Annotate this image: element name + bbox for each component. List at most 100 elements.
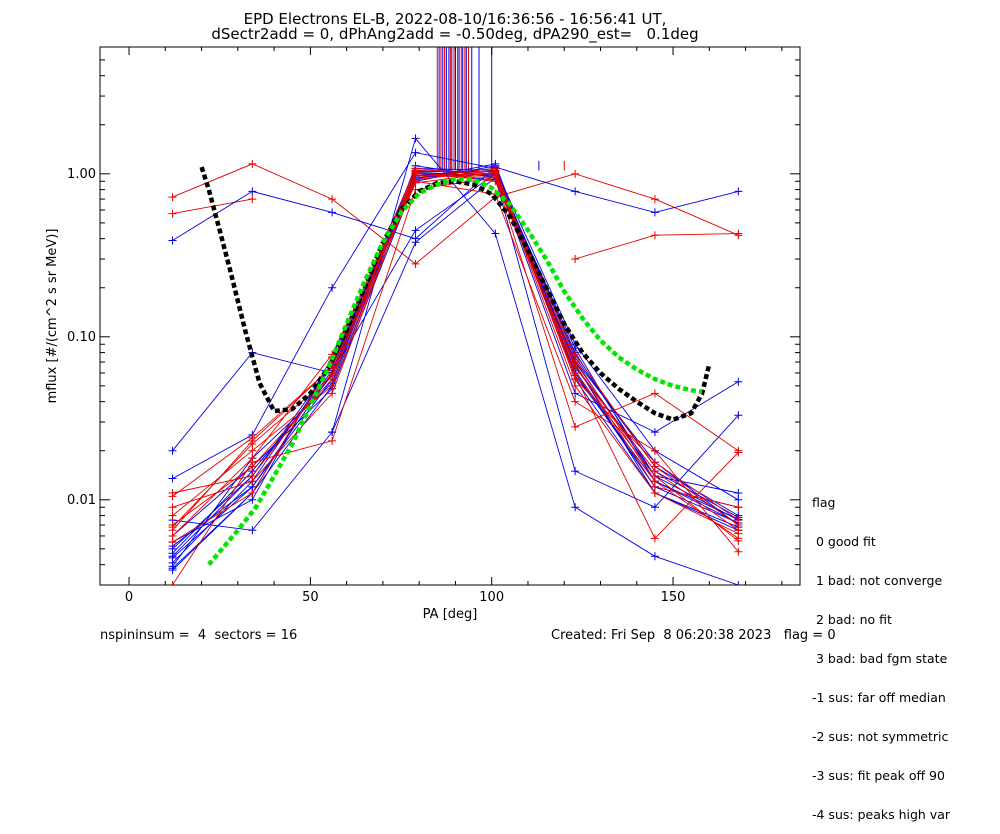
data-layer bbox=[168, 47, 743, 585]
data-point-marker bbox=[734, 503, 743, 512]
series-line-red bbox=[172, 174, 739, 531]
data-point-marker bbox=[411, 226, 420, 235]
data-point-marker bbox=[571, 255, 580, 264]
data-point-marker bbox=[168, 553, 177, 562]
data-point-marker bbox=[248, 433, 257, 442]
series-line-red bbox=[172, 167, 739, 542]
data-point-marker bbox=[571, 422, 580, 431]
data-point-marker bbox=[571, 350, 580, 359]
plot-area: 0 50 100 150 0.01 0.10 1.00 PA [deg] mflux [#/(c… bbox=[45, 46, 801, 622]
series-line-blue bbox=[172, 152, 739, 501]
series-line-red bbox=[172, 163, 739, 265]
data-point-marker bbox=[248, 477, 257, 486]
data-point-marker bbox=[734, 536, 743, 545]
data-point-marker bbox=[168, 446, 177, 455]
data-point-marker bbox=[328, 371, 337, 380]
x-tick-label: 50 bbox=[302, 590, 319, 605]
data-point-marker bbox=[734, 521, 743, 530]
legend-item: -2 sus: not symmetric bbox=[812, 729, 949, 744]
series-line-blue bbox=[331, 176, 739, 508]
legend-item: 3 bad: bad fgm state bbox=[812, 651, 948, 666]
data-point-marker bbox=[571, 169, 580, 178]
series-line-blue bbox=[172, 173, 739, 451]
data-point-marker bbox=[168, 544, 177, 553]
data-point-marker bbox=[734, 187, 743, 196]
data-point-marker bbox=[168, 474, 177, 483]
data-point-marker bbox=[168, 492, 177, 501]
legend-item: 0 good fit bbox=[812, 534, 876, 549]
data-point-marker bbox=[411, 238, 420, 247]
series-line-blue bbox=[172, 163, 739, 559]
data-point-marker bbox=[571, 187, 580, 196]
legend-item: 1 bad: not converge bbox=[812, 573, 943, 588]
data-point-marker bbox=[491, 171, 500, 180]
series-line-red bbox=[574, 233, 739, 260]
data-point-marker bbox=[734, 489, 743, 498]
data-point-marker bbox=[168, 209, 177, 218]
data-point-marker bbox=[650, 534, 659, 543]
legend-item: -3 sus: fit peak off 90 bbox=[812, 768, 945, 783]
x-axis-label: PA [deg] bbox=[423, 607, 478, 622]
plot-clip-group bbox=[168, 47, 743, 585]
data-point-marker bbox=[411, 177, 420, 186]
data-point-marker bbox=[571, 397, 580, 406]
series-line-blue bbox=[172, 137, 739, 585]
data-point-marker bbox=[168, 193, 177, 202]
data-point-marker bbox=[248, 187, 257, 196]
data-point-marker bbox=[168, 581, 177, 585]
fit-curve-green bbox=[207, 176, 703, 567]
data-point-marker bbox=[571, 371, 580, 380]
data-point-marker bbox=[168, 566, 177, 575]
data-point-marker bbox=[650, 208, 659, 217]
series-line-blue bbox=[172, 166, 739, 241]
data-point-marker bbox=[411, 134, 420, 143]
series-line-red bbox=[172, 180, 739, 552]
legend-title: flag bbox=[812, 495, 836, 510]
data-point-marker bbox=[650, 552, 659, 561]
data-point-marker bbox=[571, 360, 580, 369]
data-point-marker bbox=[571, 467, 580, 476]
legend-item: 2 bad: no fit bbox=[812, 612, 892, 627]
data-point-marker bbox=[248, 446, 257, 455]
data-point-marker bbox=[168, 523, 177, 532]
data-point-marker bbox=[571, 503, 580, 512]
data-point-marker bbox=[650, 195, 659, 204]
y-tick-label: 1.00 bbox=[67, 167, 96, 182]
data-point-marker bbox=[411, 148, 420, 157]
legend-item: -1 sus: far off median bbox=[812, 690, 946, 705]
data-point-marker bbox=[734, 377, 743, 386]
data-point-marker bbox=[571, 389, 580, 398]
data-point-marker bbox=[734, 229, 743, 238]
data-point-marker bbox=[248, 526, 257, 535]
data-point-marker bbox=[328, 195, 337, 204]
data-point-marker bbox=[650, 489, 659, 498]
series-line-blue bbox=[172, 173, 739, 557]
data-point-marker bbox=[650, 428, 659, 437]
data-point-marker bbox=[650, 503, 659, 512]
data-point-marker bbox=[650, 446, 659, 455]
y-tick-label: 0.10 bbox=[67, 330, 96, 345]
series-line-red bbox=[172, 167, 739, 543]
data-point-marker bbox=[248, 159, 257, 168]
fit-curve-black bbox=[199, 166, 712, 423]
series-line-red bbox=[172, 173, 739, 540]
footer-right-info: Created: Fri Sep 8 06:20:38 2023 flag = … bbox=[551, 628, 836, 643]
data-point-marker bbox=[650, 231, 659, 240]
chart-title-line-2: dSectr2add = 0, dPhAng2add = -0.50deg, d… bbox=[211, 25, 699, 43]
data-point-marker bbox=[328, 389, 337, 398]
data-point-marker bbox=[734, 411, 743, 420]
data-point-marker bbox=[168, 511, 177, 520]
data-point-marker bbox=[734, 495, 743, 504]
data-point-marker bbox=[411, 259, 420, 268]
legend-item: -4 sus: peaks high var bbox=[812, 807, 951, 822]
data-point-marker bbox=[328, 283, 337, 292]
data-point-marker bbox=[734, 581, 743, 585]
data-point-marker bbox=[734, 547, 743, 556]
data-point-marker bbox=[491, 229, 500, 238]
x-tick-label: 100 bbox=[479, 590, 504, 605]
data-point-marker bbox=[650, 471, 659, 480]
x-tick-label: 0 bbox=[125, 590, 133, 605]
data-point-marker bbox=[248, 495, 257, 504]
data-point-marker bbox=[650, 389, 659, 398]
chart-title-line-1: EPD Electrons EL-B, 2022-08-10/16:36:56 … bbox=[243, 10, 667, 28]
